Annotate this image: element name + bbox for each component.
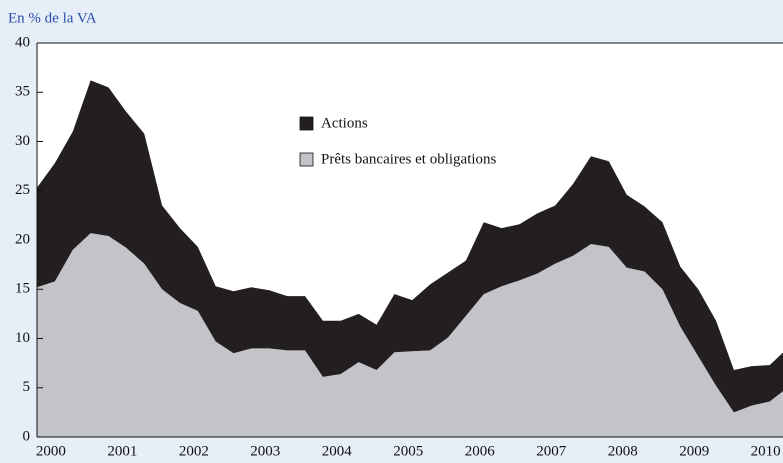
x-tick-label: 2003 <box>250 443 280 459</box>
x-tick-label: 2005 <box>393 443 423 459</box>
x-tick-label: 2000 <box>36 443 66 459</box>
y-axis-unit: En % de la VA <box>8 10 97 26</box>
x-tick-label: 2009 <box>679 443 709 459</box>
y-tick-label: 35 <box>15 84 30 100</box>
x-tick-label: 2007 <box>536 443 567 459</box>
legend-swatch <box>299 116 314 131</box>
y-tick-label: 15 <box>15 281 30 297</box>
y-tick-label: 10 <box>15 330 30 346</box>
x-tick-label: 2002 <box>179 443 209 459</box>
legend-label: Prêts bancaires et obligations <box>321 151 497 167</box>
y-tick-label: 0 <box>23 428 31 444</box>
area <box>37 80 783 413</box>
x-tick-label: 2006 <box>465 443 496 459</box>
y-tick-label: 20 <box>15 231 30 247</box>
legend-swatch <box>299 152 314 167</box>
y-tick-label: 30 <box>15 133 30 149</box>
x-tick-label: 2004 <box>322 443 353 459</box>
legend-label: Actions <box>321 115 368 131</box>
x-tick-label: 2001 <box>107 443 137 459</box>
y-tick-label: 5 <box>23 379 31 395</box>
y-tick-label: 25 <box>15 182 30 198</box>
areas <box>37 80 783 437</box>
x-tick-label: 2008 <box>608 443 638 459</box>
area <box>37 233 783 437</box>
y-tick-label: 40 <box>15 34 30 50</box>
x-tick-label: 2010 <box>751 443 781 459</box>
